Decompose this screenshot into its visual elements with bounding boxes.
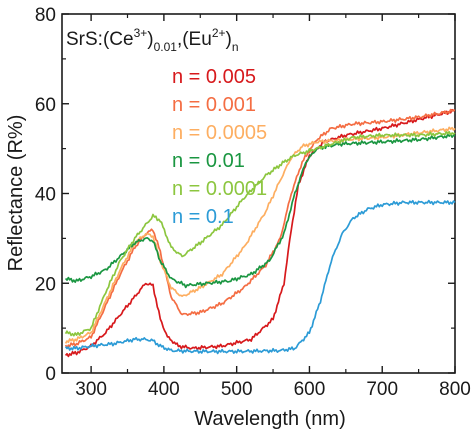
x-tick-label: 400 [148, 379, 180, 400]
x-tick-label: 500 [221, 379, 253, 400]
series-line-3 [64, 126, 456, 344]
y-axis-ticks: 0 20 40 60 80 [35, 5, 455, 385]
plot-title: SrS:(Ce3+)0.01,(Eu2+)n [66, 26, 239, 54]
y-tick-label: 60 [35, 95, 56, 116]
x-axis-title: Wavelength (nm) [194, 408, 346, 430]
x-tick-label: 800 [439, 379, 471, 400]
series-lines [64, 108, 456, 358]
x-axis-ticks: 300 400 500 600 700 800 [75, 14, 471, 400]
x-tick-label: 600 [294, 379, 326, 400]
legend-entry-3: n = 0.0005 [172, 122, 267, 144]
y-tick-label: 40 [35, 185, 56, 206]
legend-entry-4: n = 0.01 [172, 150, 245, 172]
y-axis-title: Reflectance (R%) [5, 115, 27, 272]
x-tick-label: 300 [75, 379, 107, 400]
y-tick-label: 80 [35, 5, 56, 26]
legend-entry-2: n = 0.001 [172, 94, 256, 116]
series-line-5 [64, 130, 456, 337]
y-tick-label: 0 [45, 364, 56, 385]
series-line-2 [64, 108, 456, 349]
legend-entry-6: n = 0.1 [172, 206, 234, 228]
legend-entry-1: n = 0.005 [172, 66, 256, 88]
x-tick-label: 700 [366, 379, 398, 400]
series-line-1 [64, 108, 456, 358]
y-tick-label: 20 [35, 274, 56, 295]
legend-entry-5: n = 0.0001 [172, 178, 267, 200]
series-line-6 [64, 199, 456, 355]
legend: n = 0.005 n = 0.001 n = 0.0005 n = 0.01 n = … [172, 66, 267, 228]
